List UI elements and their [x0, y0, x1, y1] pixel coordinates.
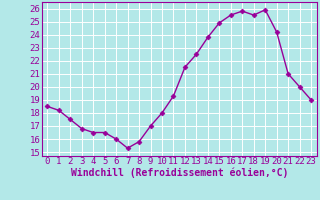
X-axis label: Windchill (Refroidissement éolien,°C): Windchill (Refroidissement éolien,°C): [70, 168, 288, 178]
